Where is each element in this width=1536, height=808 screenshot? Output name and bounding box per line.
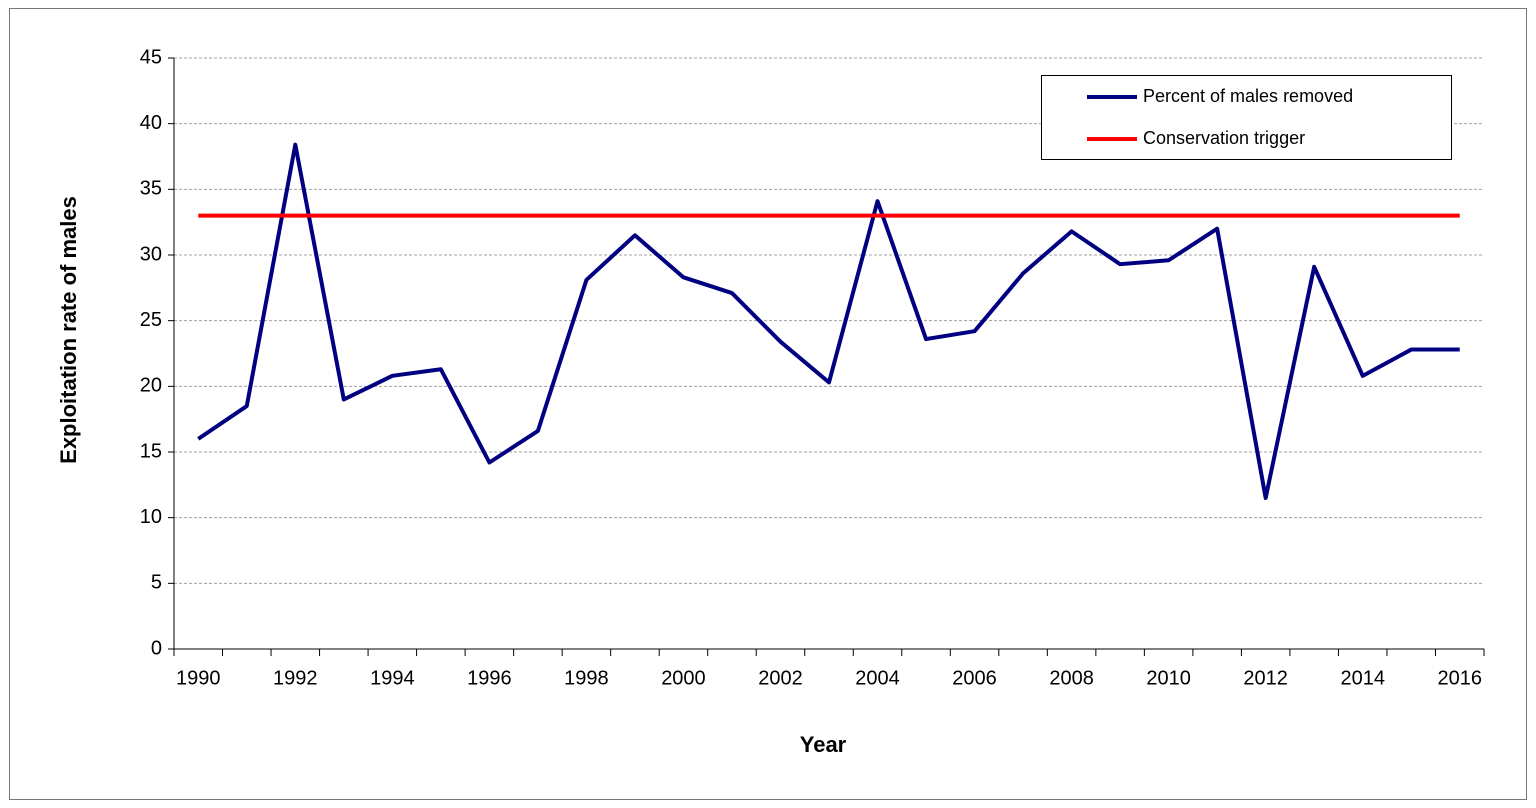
legend-label: Percent of males removed: [1143, 86, 1353, 106]
y-tick-label: 35: [140, 178, 162, 200]
y-tick-label: 40: [140, 112, 162, 134]
y-tick-label: 25: [140, 309, 162, 331]
legend-box: [1041, 75, 1452, 160]
x-tick-label: 1998: [564, 667, 609, 689]
y-tick-label: 5: [151, 572, 162, 594]
x-tick-label: 2012: [1243, 667, 1288, 689]
y-axis-title: Exploitation rate of males: [56, 196, 81, 464]
x-tick-label: 2008: [1049, 667, 1094, 689]
x-tick-label: 1994: [370, 667, 415, 689]
x-tick-label: 2000: [661, 667, 706, 689]
x-axis-title: Year: [800, 732, 847, 757]
x-tick-label: 2010: [1146, 667, 1191, 689]
y-tick-label: 30: [140, 243, 162, 265]
series-line: [197, 142, 1460, 500]
y-tick-label: 15: [140, 440, 162, 462]
x-tick-label: 2002: [758, 667, 803, 689]
legend-label: Conservation trigger: [1143, 128, 1305, 148]
x-tick-label: 1992: [273, 667, 318, 689]
x-tick-label: 2016: [1437, 667, 1482, 689]
y-tick-label: 0: [151, 637, 162, 659]
y-tick-label: 45: [140, 46, 162, 68]
y-tick-label: 20: [140, 375, 162, 397]
x-tick-label: 2004: [855, 667, 900, 689]
x-tick-label: 2006: [952, 667, 997, 689]
x-tick-label: 2014: [1340, 667, 1385, 689]
x-tick-label: 1996: [467, 667, 512, 689]
y-tick-label: 10: [140, 506, 162, 528]
x-tick-label: 1990: [176, 667, 221, 689]
